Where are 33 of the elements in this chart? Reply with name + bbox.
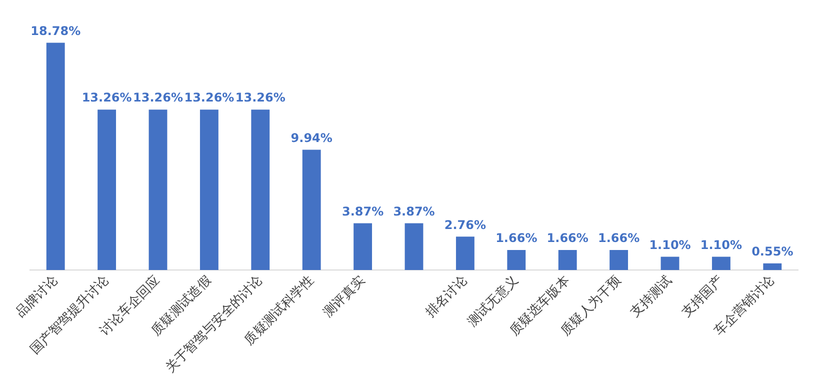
- bar: [302, 150, 321, 270]
- bar: [763, 263, 782, 270]
- data-label: 3.87%: [393, 204, 435, 218]
- bar: [712, 256, 730, 270]
- bar: [507, 250, 526, 270]
- bar: [660, 256, 680, 270]
- bar: [98, 110, 116, 270]
- data-label: 1.10%: [700, 238, 742, 252]
- bar: [354, 223, 372, 270]
- bar: [148, 110, 168, 270]
- bar: [610, 250, 628, 270]
- bar: [558, 250, 577, 270]
- data-label: 1.66%: [546, 231, 588, 246]
- data-label: 13.26%: [184, 90, 234, 105]
- bar: [404, 223, 424, 270]
- data-label: 3.87%: [342, 204, 384, 218]
- data-label: 0.55%: [752, 244, 794, 259]
- data-label: 1.66%: [598, 231, 640, 246]
- bar: [200, 110, 218, 270]
- data-label: 1.66%: [496, 231, 538, 246]
- data-label: 13.26%: [82, 90, 132, 105]
- data-label: 18.78%: [30, 24, 81, 38]
- x-tick-label: 支持国产: [679, 273, 726, 321]
- data-label: 13.26%: [133, 90, 183, 105]
- data-label: 2.76%: [444, 218, 486, 232]
- data-label: 1.10%: [649, 238, 691, 252]
- data-label: 13.26%: [235, 90, 286, 105]
- x-tick-label: 支持测试: [628, 273, 676, 321]
- bar: [46, 42, 65, 270]
- bar: [456, 236, 474, 270]
- bar: [251, 110, 270, 270]
- x-tick-label: 测评真实: [320, 273, 368, 321]
- data-label: 9.94%: [290, 130, 332, 145]
